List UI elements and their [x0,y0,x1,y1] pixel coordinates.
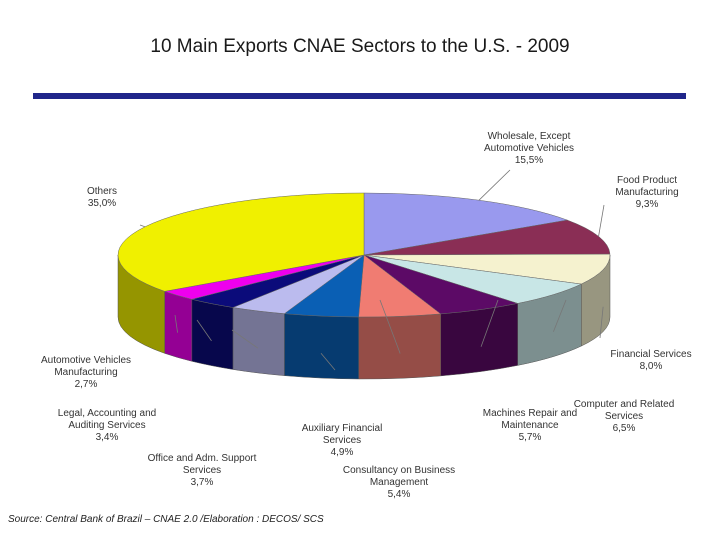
title-divider [33,93,686,99]
leader-automotive-vehicles [174,314,178,333]
value-label-auxiliary-financial: 4,9% [331,447,354,458]
name-label-wholesale: Wholesale, Except [488,131,571,142]
name-label-others: Others [87,186,117,197]
label-financial-services: Financial Services 8,0% [610,349,691,372]
name-label-legal-accounting: Legal, Accounting and [58,408,156,419]
name-label-machines-repair: Maintenance [501,420,559,431]
slice-others [117,192,365,292]
slice-side-office-adm [232,307,285,376]
value-label-office-adm: 3,7% [191,477,214,488]
slice-side-consultancy [358,313,441,380]
name-label-financial-services: Financial Services [610,349,691,360]
name-label-food-product: Food Product [617,175,677,186]
name-label-computer-related: Services [605,411,643,422]
label-legal-accounting: Legal, Accounting and Auditing Services 3,… [58,408,156,443]
name-label-office-adm: Services [183,465,221,476]
label-food-product: Food Product Manufacturing 9,3% [615,175,678,210]
slice-side-automotive-vehicles [164,290,193,362]
slice-food-product [363,219,611,256]
value-label-automotive-vehicles: 2,7% [75,379,98,390]
slice-computer-related [363,254,583,304]
leader-others [139,224,146,228]
leader-machines-repair [480,299,499,347]
name-label-consultancy: Management [370,477,429,488]
value-label-legal-accounting: 3,4% [96,432,119,443]
slice-side-auxiliary-financial [284,313,359,380]
leader-consultancy [379,299,401,354]
leader-financial-services [599,306,604,339]
value-label-food-product: 9,3% [636,199,659,210]
name-label-wholesale: Automotive Vehicles [484,143,574,154]
leader-legal-accounting [196,319,212,342]
chart-title: 10 Main Exports CNAE Sectors to the U.S.… [150,36,570,57]
slice-financial-services [363,253,611,285]
leader-food-product [598,204,605,237]
label-computer-related: Computer and Related Services 6,5% [574,399,675,434]
name-label-automotive-vehicles: Automotive Vehicles [41,355,131,366]
value-label-machines-repair: 5,7% [519,432,542,443]
value-label-consultancy: 5,4% [388,489,411,500]
label-automotive-vehicles: Automotive Vehicles Manufacturing 2,7% [41,355,131,390]
name-label-auxiliary-financial: Services [323,435,361,446]
leader-computer-related [553,299,567,332]
leader-wholesale [478,169,511,201]
name-label-consultancy: Consultancy on Business [343,465,455,476]
name-label-legal-accounting: Auditing Services [68,420,145,431]
label-consultancy: Consultancy on Business Management 5,4% [343,465,455,500]
leader-office-adm [231,329,259,349]
value-label-financial-services: 8,0% [640,361,663,372]
slice-side-machines-repair [440,303,518,377]
label-others: Others 35,0% [87,186,117,209]
name-label-auxiliary-financial: Auxiliary Financial [302,423,383,434]
name-label-computer-related: Computer and Related [574,399,675,410]
value-label-wholesale: 15,5% [515,155,543,166]
name-label-food-product: Manufacturing [615,187,678,198]
source-note: Source: Central Bank of Brazil – CNAE 2.… [8,514,324,525]
label-wholesale: Wholesale, Except Automotive Vehicles 15,5… [484,131,574,166]
value-label-others: 35,0% [88,198,116,209]
slice-wholesale [363,192,569,256]
label-office-adm: Office and Adm. Support Services 3,7% [148,453,257,488]
name-label-automotive-vehicles: Manufacturing [54,367,117,378]
slice-side-legal-accounting [191,298,234,370]
name-label-machines-repair: Machines Repair and [483,408,578,419]
leader-auxiliary-financial [320,352,336,371]
name-label-office-adm: Office and Adm. Support [148,453,257,464]
label-machines-repair: Machines Repair and Maintenance 5,7% [483,408,578,443]
value-label-computer-related: 6,5% [613,423,636,434]
label-auxiliary-financial: Auxiliary Financial Services 4,9% [302,423,383,458]
